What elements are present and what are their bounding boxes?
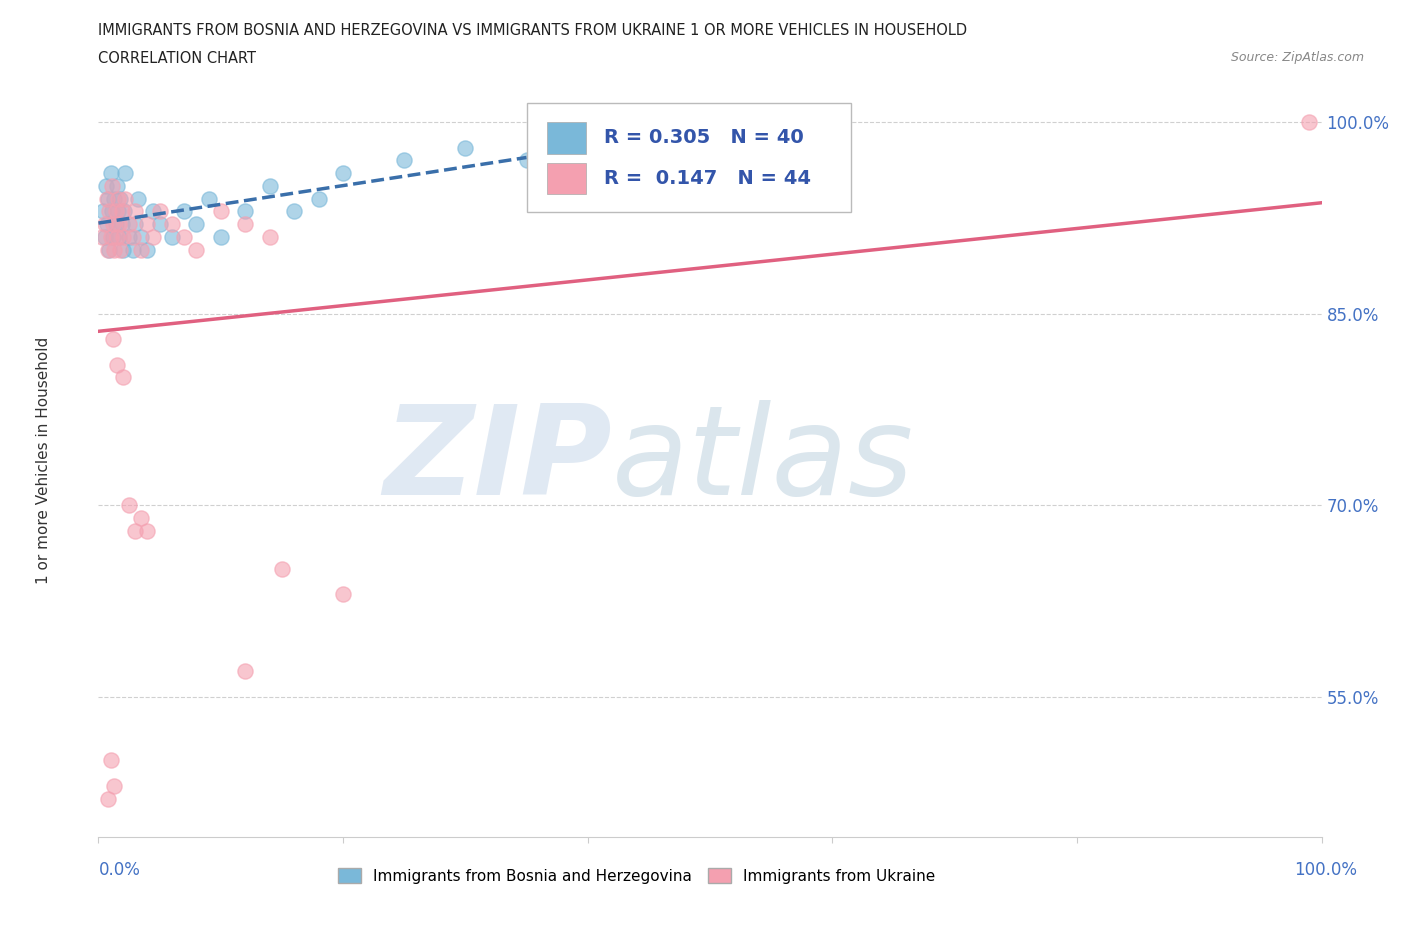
Point: [197, 192, 219, 206]
Point: [112, 204, 135, 219]
Point: [149, 217, 172, 232]
Point: [91, 230, 114, 245]
Point: [118, 217, 141, 232]
Point: [111, 242, 134, 257]
Point: [121, 242, 143, 257]
Text: IMMIGRANTS FROM BOSNIA AND HERZEGOVINA VS IMMIGRANTS FROM UKRAINE 1 OR MORE VEHI: IMMIGRANTS FROM BOSNIA AND HERZEGOVINA V…: [98, 23, 967, 38]
Point: [118, 498, 141, 512]
Point: [104, 204, 127, 219]
Point: [124, 524, 146, 538]
Point: [233, 217, 256, 232]
Point: [97, 192, 120, 206]
Point: [283, 204, 305, 219]
Point: [104, 217, 127, 232]
Point: [209, 204, 232, 219]
Point: [142, 230, 165, 245]
Point: [111, 217, 134, 232]
Point: [233, 204, 256, 219]
Point: [111, 370, 134, 385]
Point: [186, 217, 208, 232]
Text: 1 or more Vehicles in Household: 1 or more Vehicles in Household: [37, 337, 51, 584]
Point: [108, 230, 131, 245]
Point: [103, 192, 125, 206]
Point: [107, 192, 129, 206]
Point: [332, 166, 354, 180]
Point: [101, 217, 124, 232]
Point: [91, 204, 114, 219]
Point: [93, 217, 115, 232]
Point: [121, 230, 143, 245]
Point: [516, 153, 538, 167]
Point: [103, 242, 125, 257]
Point: [94, 179, 117, 193]
Point: [105, 230, 128, 245]
Text: R =  0.147   N = 44: R = 0.147 N = 44: [603, 169, 811, 188]
Point: [233, 664, 256, 679]
Point: [105, 357, 128, 372]
Point: [149, 204, 172, 219]
Point: [127, 192, 149, 206]
Point: [98, 204, 121, 219]
FancyBboxPatch shape: [526, 102, 851, 212]
Point: [100, 230, 122, 245]
Point: [270, 562, 294, 577]
Point: [160, 217, 183, 232]
Point: [100, 166, 122, 180]
Point: [114, 192, 136, 206]
Legend: Immigrants from Bosnia and Herzegovina, Immigrants from Ukraine: Immigrants from Bosnia and Herzegovina, …: [332, 861, 941, 890]
Text: R = 0.305   N = 40: R = 0.305 N = 40: [603, 128, 803, 148]
Point: [110, 192, 132, 206]
Point: [101, 230, 124, 245]
Point: [111, 230, 134, 245]
Point: [101, 204, 124, 219]
Point: [103, 778, 125, 793]
Point: [1298, 114, 1320, 129]
Point: [97, 242, 120, 257]
Point: [111, 204, 134, 219]
Point: [108, 217, 131, 232]
Point: [259, 230, 281, 245]
Point: [173, 230, 195, 245]
Point: [129, 230, 152, 245]
Point: [107, 204, 129, 219]
Point: [101, 332, 124, 347]
Point: [173, 204, 195, 219]
Point: [114, 166, 136, 180]
Point: [97, 791, 120, 806]
Point: [124, 204, 146, 219]
Point: [105, 179, 128, 193]
Point: [392, 153, 416, 167]
Point: [101, 179, 124, 193]
Point: [136, 524, 159, 538]
Point: [129, 242, 152, 257]
Text: 100.0%: 100.0%: [1294, 860, 1357, 879]
Point: [93, 230, 115, 245]
Text: 0.0%: 0.0%: [98, 860, 141, 879]
Text: ZIP: ZIP: [384, 400, 612, 521]
Point: [98, 242, 121, 257]
Point: [110, 242, 132, 257]
Point: [259, 179, 281, 193]
Point: [96, 192, 118, 206]
Point: [118, 230, 141, 245]
Point: [136, 217, 159, 232]
Text: Source: ZipAtlas.com: Source: ZipAtlas.com: [1230, 51, 1364, 64]
Point: [100, 753, 122, 768]
Point: [308, 192, 330, 206]
Point: [124, 217, 146, 232]
Point: [186, 242, 208, 257]
Point: [96, 217, 118, 232]
Text: CORRELATION CHART: CORRELATION CHART: [98, 51, 256, 66]
Point: [454, 140, 477, 155]
Point: [142, 204, 165, 219]
FancyBboxPatch shape: [547, 122, 586, 153]
Point: [160, 230, 183, 245]
Point: [332, 587, 354, 602]
Point: [129, 511, 152, 525]
Point: [209, 230, 232, 245]
FancyBboxPatch shape: [547, 163, 586, 194]
Point: [136, 242, 159, 257]
Text: atlas: atlas: [612, 400, 914, 521]
